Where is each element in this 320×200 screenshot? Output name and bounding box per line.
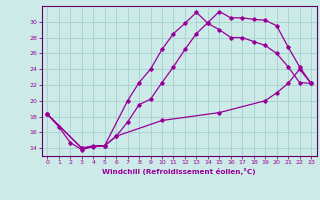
- X-axis label: Windchill (Refroidissement éolien,°C): Windchill (Refroidissement éolien,°C): [102, 168, 256, 175]
